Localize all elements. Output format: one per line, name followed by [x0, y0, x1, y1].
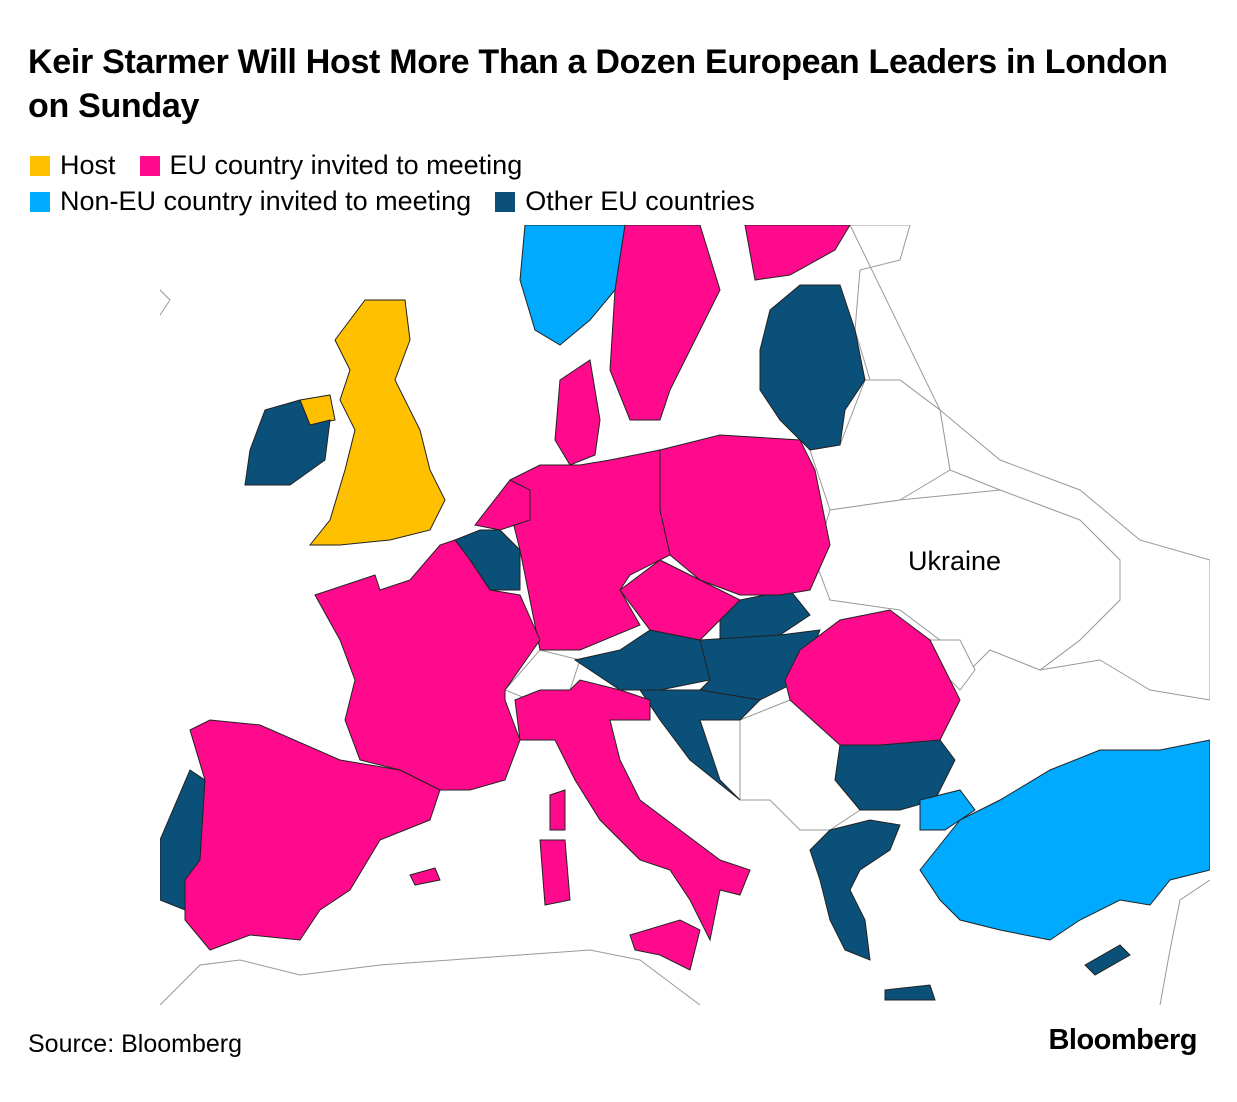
country-sweden	[609, 225, 721, 421]
country-cyprus	[1084, 944, 1131, 976]
country-poland	[659, 434, 831, 596]
legend-label: Other EU countries	[525, 186, 755, 216]
chart-title: Keir Starmer Will Host More Than a Dozen…	[28, 43, 1168, 125]
country-greece	[809, 819, 901, 961]
country-ukraine	[814, 489, 1121, 681]
country-france	[314, 539, 541, 791]
ukraine-label: Ukraine	[908, 546, 1001, 576]
legend-host: Host	[30, 150, 116, 181]
country-norway	[519, 225, 626, 346]
country-italy	[514, 679, 751, 942]
country-bulgaria	[834, 739, 956, 811]
country-belarus	[809, 379, 951, 511]
country-czechia	[619, 559, 741, 641]
source-note: Source: Bloomberg	[28, 1030, 243, 1058]
other-eu-swatch	[495, 191, 516, 212]
country-turkey-thrace	[919, 789, 976, 831]
island-sardinia	[539, 839, 571, 906]
legend-row-2: Non-EU country invited to meeting Other …	[30, 186, 755, 217]
country-ireland	[244, 399, 331, 486]
island-corsica	[549, 789, 566, 831]
bloomberg-logo: Bloomberg	[1048, 1024, 1197, 1056]
legend-label: Host	[60, 150, 116, 180]
country-germany	[509, 449, 671, 651]
legend-other-eu: Other EU countries	[495, 186, 755, 217]
country-romania	[784, 609, 961, 746]
country-iceland	[160, 289, 171, 316]
country-finland	[744, 225, 851, 281]
country-united-kingdom	[308, 299, 446, 546]
north-africa-coast	[160, 949, 701, 1005]
middle-east-coast	[1159, 879, 1210, 1005]
host-swatch	[30, 155, 50, 176]
island-sicily	[629, 919, 701, 971]
island-crete	[884, 984, 936, 1001]
country-turkey	[919, 739, 1210, 941]
country-slovenia-croatia	[639, 689, 762, 801]
country-netherlands	[474, 479, 531, 531]
legend-non-eu-invited: Non-EU country invited to meeting	[30, 186, 471, 217]
legend-label: Non-EU country invited to meeting	[60, 186, 472, 216]
legend-eu-invited: EU country invited to meeting	[139, 150, 523, 181]
island-balearics	[409, 867, 441, 886]
country-spain	[184, 719, 441, 951]
legend-row-1: Host EU country invited to meeting	[30, 150, 522, 181]
legend-label: EU country invited to meeting	[169, 150, 523, 180]
non-eu-swatch	[30, 191, 50, 212]
eu-invited-swatch	[139, 155, 160, 176]
country-baltics	[759, 284, 866, 451]
country-denmark	[554, 359, 601, 466]
